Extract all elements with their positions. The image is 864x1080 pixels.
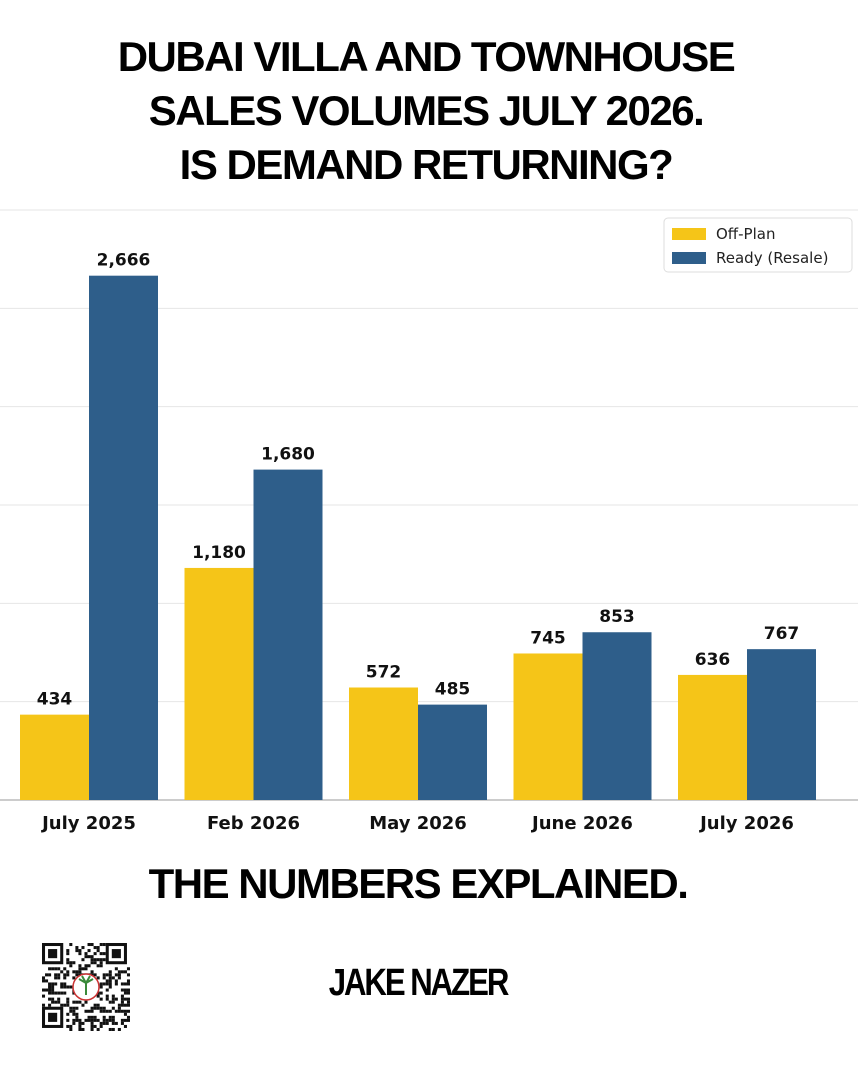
title-line-3: IS DEMAND RETURNING? (179, 141, 674, 188)
legend-swatch (672, 228, 706, 240)
bars-group (20, 275, 816, 801)
category-labels-group: July 2025 Feb 2026 May 2026 June 2026 July 2… (40, 813, 794, 834)
bar-off-plan (513, 653, 583, 800)
bar-value-label: 2,666 (97, 251, 151, 271)
legend-label: Off-Plan (716, 225, 775, 243)
bar-value-label: 1,680 (261, 445, 315, 465)
bar-value-label: 767 (764, 624, 800, 644)
category-label: June 2026 (530, 813, 633, 834)
category-label: May 2026 (369, 813, 467, 834)
title-line-2: SALES VOLUMES JULY 2026. (148, 87, 705, 134)
bar-ready-resale (418, 704, 487, 800)
legend-label: Ready (Resale) (716, 249, 828, 267)
bar-value-label: 745 (530, 628, 566, 648)
bar-labels-group: 434 2,666 1,180 1,680 572 485 745 853 636 767 (37, 251, 800, 710)
legend-swatch (672, 252, 706, 264)
bar-value-label: 434 (37, 690, 73, 710)
bar-off-plan (20, 714, 89, 800)
bar-value-label: 485 (435, 680, 471, 700)
bar-ready-resale (253, 469, 323, 800)
bar-chart: 434 2,666 1,180 1,680 572 485 745 853 636 767 Jul… (0, 209, 858, 834)
bar-off-plan (349, 687, 418, 800)
qr-code-icon[interactable] (42, 943, 130, 1031)
title-line-1: DUBAI VILLA AND TOWNHOUSE (117, 33, 736, 80)
page-title: DUBAI VILLA AND TOWNHOUSE SALES VOLUMES … (0, 30, 852, 192)
bar-ready-resale (89, 275, 158, 801)
bar-value-label: 853 (599, 607, 635, 627)
bar-off-plan (678, 674, 747, 800)
brand-logo: JAKE NAZER (328, 962, 510, 1004)
bar-value-label: 572 (366, 663, 402, 683)
legend: Off-Plan Ready (Resale) (663, 217, 853, 273)
category-label: July 2026 (698, 813, 794, 834)
category-label: July 2025 (40, 813, 136, 834)
legend-box (663, 217, 853, 273)
bar-value-label: 1,180 (192, 543, 246, 563)
bar-ready-resale (582, 632, 652, 800)
section-heading: THE NUMBERS EXPLAINED. (148, 860, 689, 907)
bar-ready-resale (747, 649, 816, 800)
bar-off-plan (184, 567, 254, 800)
category-label: Feb 2026 (207, 813, 300, 834)
bar-value-label: 636 (695, 650, 731, 670)
